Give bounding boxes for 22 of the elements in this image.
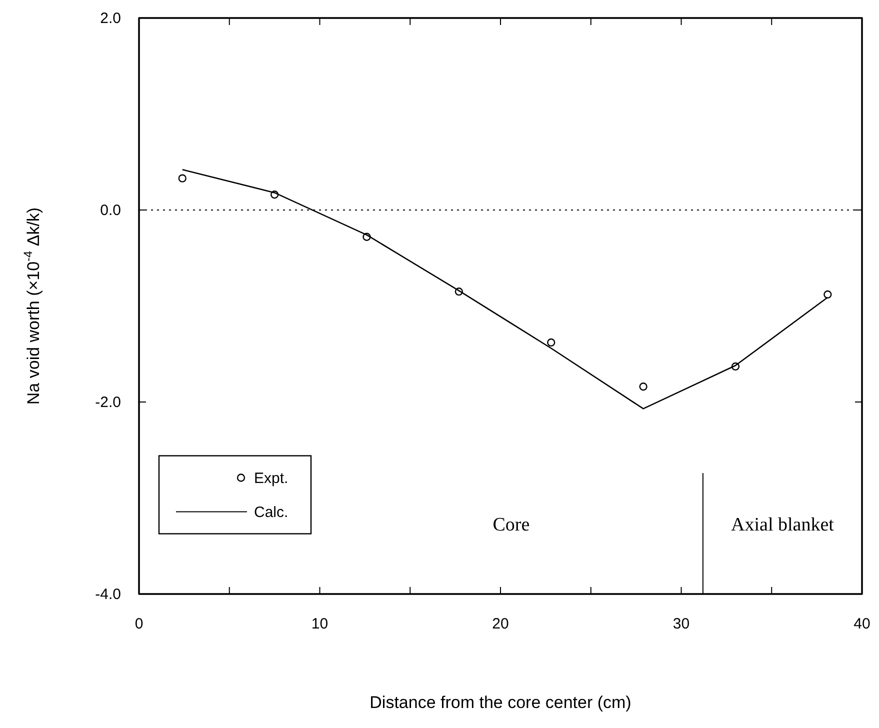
point [824,290,832,299]
legend-label: Expt. [254,470,288,487]
x-tick-label: 0 [134,616,144,633]
legend-label: Calc. [254,504,288,521]
y-tick-label: -2.0 [95,394,121,411]
x-axis-title: Distance from the core center (cm) [370,693,632,712]
point [454,288,464,296]
point [639,382,648,391]
x-tick-label: 10 [311,616,328,633]
y-tick-label: 0.0 [100,202,121,219]
annotation: Axial blanket [731,514,835,536]
x-tick-label: 30 [672,616,690,633]
point [731,362,740,371]
annotation: Core [492,514,530,536]
x-tick-label: 40 [854,616,870,633]
point [178,174,186,182]
y-tick-label: 2.0 [100,10,121,27]
point [270,190,279,199]
point [547,338,556,347]
y-tick-label: -4.0 [95,586,121,603]
x-tick-label: 20 [492,616,509,633]
point [362,232,371,241]
